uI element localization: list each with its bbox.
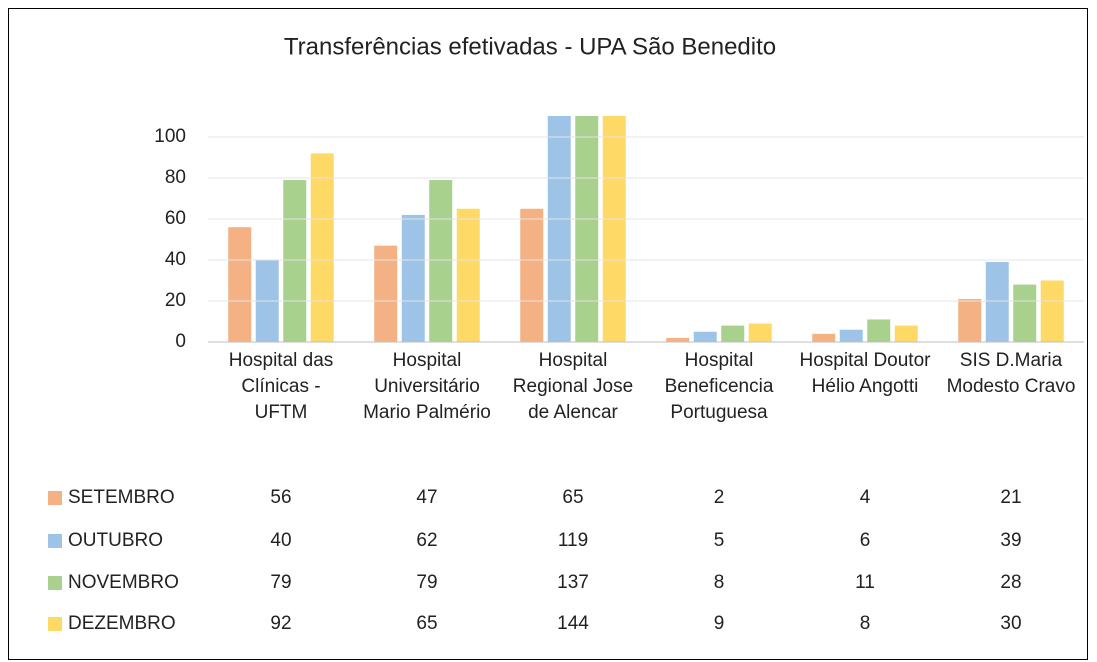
bar (839, 329, 863, 342)
table-value: 6 (860, 530, 871, 551)
legend-label: OUTUBRO (68, 530, 163, 551)
bar (228, 227, 252, 342)
bar (401, 214, 425, 342)
bar (867, 319, 891, 342)
y-tick-label: 20 (165, 290, 186, 311)
legend-swatch (48, 617, 62, 631)
table-value: 30 (1000, 613, 1021, 634)
bar (748, 323, 772, 342)
table-value: 92 (270, 613, 291, 634)
table-value: 137 (557, 572, 589, 593)
legend-swatch (48, 534, 62, 548)
bar (666, 337, 690, 342)
table-value: 8 (860, 613, 871, 634)
bar (456, 208, 480, 342)
bar (812, 333, 836, 342)
table-value: 65 (416, 613, 437, 634)
table-value: 144 (557, 613, 589, 634)
y-tick-label: 60 (165, 208, 186, 229)
bar (602, 116, 626, 343)
table-value: 119 (558, 530, 588, 551)
legend-label: SETEMBRO (68, 487, 175, 508)
table-value: 56 (270, 487, 291, 508)
table-value: 11 (855, 572, 875, 593)
legend-swatch (48, 491, 62, 505)
bar (1013, 284, 1037, 342)
y-tick-label: 40 (165, 249, 186, 270)
bar (520, 208, 544, 342)
table-value: 79 (416, 572, 437, 593)
legend-label: DEZEMBRO (68, 613, 176, 634)
table-value: 65 (562, 487, 583, 508)
x-tick-label: Hospital das Clínicas - UFTM (228, 350, 334, 423)
legend-swatch (48, 576, 62, 590)
bar (1040, 280, 1064, 342)
bar (985, 262, 1009, 342)
x-tick-label: Hospital Universitário Mario Palmério (363, 350, 491, 423)
table-value: 2 (714, 487, 725, 508)
x-tick-label: Hospital Beneficencia Portuguesa (664, 350, 774, 423)
bar (283, 180, 307, 342)
table-value: 8 (714, 572, 725, 593)
bar (374, 245, 398, 342)
table-value: 39 (1000, 530, 1021, 551)
table-value: 28 (1000, 572, 1021, 593)
chart-title: Transferências efetivadas - UPA São Bene… (284, 33, 776, 60)
bar (429, 180, 453, 342)
legend-label: NOVEMBRO (68, 572, 179, 593)
table-value: 40 (270, 530, 291, 551)
x-tick-label: SIS D.Maria Modesto Cravo (946, 350, 1076, 397)
bar (721, 325, 745, 342)
table-value: 62 (416, 530, 437, 551)
x-tick-label: Hospital Doutor Hélio Angotti (799, 350, 931, 397)
x-tick-label: Hospital Regional Jose de Alencar (512, 350, 634, 423)
bar (894, 325, 918, 342)
bars (228, 116, 1064, 343)
bar (693, 331, 717, 342)
table-value: 79 (270, 572, 291, 593)
y-tick-label: 100 (154, 126, 186, 147)
bar (958, 298, 982, 342)
table-value: 4 (860, 487, 871, 508)
table-value: 47 (416, 487, 437, 508)
bar (547, 116, 571, 342)
bar (575, 116, 599, 343)
bar (310, 153, 334, 342)
y-tick-label: 80 (165, 167, 186, 188)
table-value: 21 (1000, 487, 1021, 508)
y-tick-label: 0 (175, 331, 186, 352)
table-value: 9 (714, 613, 725, 634)
table-value: 5 (714, 530, 725, 551)
